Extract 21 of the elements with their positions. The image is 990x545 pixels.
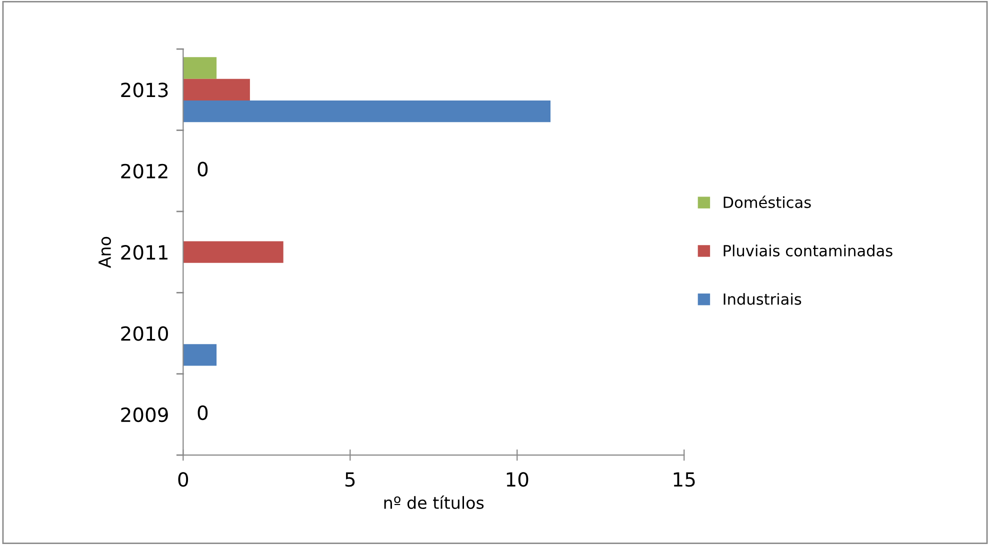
y-tick-label: 2009 [121, 407, 168, 422]
legend-label: Pluviais contaminadas [724, 244, 892, 256]
data-label: 0 [198, 162, 208, 176]
y-tick-label: 2011 [121, 245, 168, 260]
legend-label: Industriais [724, 293, 802, 305]
y-tick-label: 2012 [121, 164, 168, 179]
bar [183, 100, 551, 122]
data-label: 0 [198, 405, 208, 420]
bar [183, 344, 217, 366]
x-axis-title: nº de títulos [384, 495, 484, 510]
x-tick-label: 15 [674, 472, 695, 487]
bar [183, 78, 250, 100]
bar [183, 57, 217, 79]
x-tick-label: 5 [345, 472, 355, 487]
legend-label: Domésticas [724, 196, 811, 208]
x-tick-label: 10 [506, 472, 528, 487]
x-tick-label: 0 [178, 472, 188, 487]
bar [183, 241, 284, 263]
y-tick-label: 2010 [121, 326, 168, 341]
y-tick-label: 2013 [121, 82, 168, 98]
y-axis-title: Ano [98, 236, 111, 268]
